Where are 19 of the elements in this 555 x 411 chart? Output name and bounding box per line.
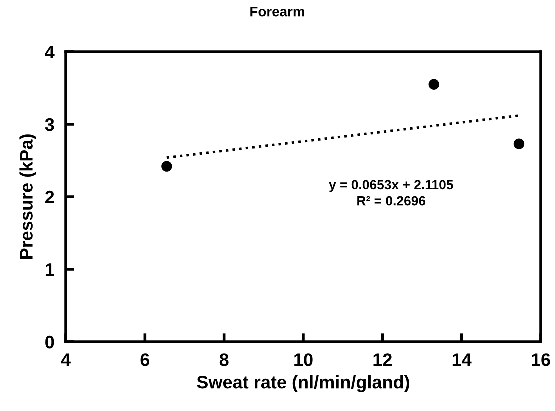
chart-title: Forearm — [250, 7, 304, 17]
y-tick-label: 3 — [45, 118, 54, 132]
x-tick-label: 8 — [220, 354, 229, 366]
x-tick-label: 14 — [452, 354, 472, 366]
y-tick-label: 4 — [45, 46, 55, 59]
x-tick-label: 6 — [140, 354, 150, 366]
point — [162, 161, 172, 172]
y-tick-label: 0 — [46, 336, 54, 349]
y-axis-title: Pressure (kPa) — [20, 134, 37, 260]
x-axis-title: Sweat rate (nl/min/gland) — [197, 376, 410, 392]
x-tick-label: 16 — [532, 354, 550, 366]
x-tick-label: 4 — [61, 354, 71, 366]
y-tick-label: 1 — [46, 264, 54, 276]
annotation: y = 0.0653x + 2.1105 R² = 0.2696 — [329, 180, 454, 206]
x-tick-label: 10 — [294, 354, 313, 366]
point — [428, 79, 440, 90]
y-tick-label: 2 — [45, 190, 54, 204]
x-tick-label: 12 — [374, 354, 392, 366]
point — [514, 138, 525, 150]
